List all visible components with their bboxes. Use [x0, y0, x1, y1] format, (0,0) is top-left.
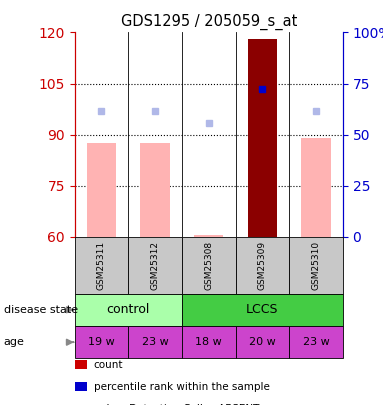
Bar: [248, 39, 277, 237]
Text: value, Detection Call = ABSENT: value, Detection Call = ABSENT: [94, 404, 259, 405]
Bar: [194, 235, 224, 237]
Bar: [128, 326, 182, 358]
Text: 18 w: 18 w: [195, 337, 222, 347]
Title: GDS1295 / 205059_s_at: GDS1295 / 205059_s_at: [121, 13, 297, 30]
Text: 20 w: 20 w: [249, 337, 276, 347]
Bar: [141, 143, 170, 237]
Bar: [75, 294, 182, 326]
Bar: [182, 237, 236, 294]
Text: control: control: [106, 303, 150, 316]
Text: disease state: disease state: [4, 305, 78, 315]
Bar: [87, 143, 116, 237]
Bar: [236, 237, 289, 294]
Text: percentile rank within the sample: percentile rank within the sample: [94, 382, 270, 392]
Text: GSM25308: GSM25308: [204, 241, 213, 290]
Text: GSM25310: GSM25310: [311, 241, 321, 290]
Bar: [289, 237, 343, 294]
Text: LCCS: LCCS: [246, 303, 278, 316]
Text: age: age: [4, 337, 25, 347]
Bar: [75, 326, 128, 358]
Bar: [289, 326, 343, 358]
Text: count: count: [94, 360, 123, 369]
Bar: [182, 294, 343, 326]
Text: GSM25312: GSM25312: [151, 241, 160, 290]
Bar: [236, 326, 289, 358]
Text: GSM25311: GSM25311: [97, 241, 106, 290]
Bar: [128, 237, 182, 294]
Bar: [75, 237, 128, 294]
Text: 19 w: 19 w: [88, 337, 115, 347]
Bar: [182, 326, 236, 358]
Bar: [301, 138, 331, 237]
Text: 23 w: 23 w: [303, 337, 329, 347]
Text: 23 w: 23 w: [142, 337, 169, 347]
Text: GSM25309: GSM25309: [258, 241, 267, 290]
